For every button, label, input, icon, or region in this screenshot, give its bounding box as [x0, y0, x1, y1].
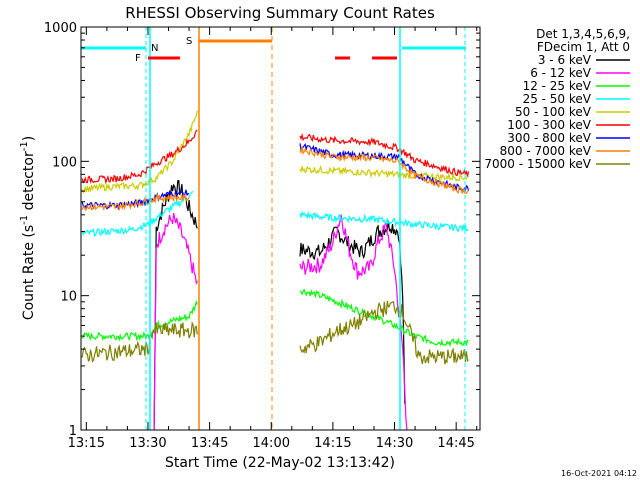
legend-label-6-12-kev: 6 - 12 keV — [530, 66, 592, 80]
y-tick-label: 100 — [52, 155, 77, 170]
legend-header-decim: FDecim 1, Att 0 — [537, 40, 630, 54]
y-axis-label: Count Rate (s-1 detector-1) — [19, 136, 37, 320]
chart-title: RHESSI Observing Summary Count Rates — [125, 4, 435, 22]
legend-header-detectors: Det 1,3,4,5,6,9, — [536, 27, 630, 41]
x-tick-label: 14:30 — [376, 436, 413, 451]
series-6-12-kev-segment-2 — [299, 214, 408, 431]
x-tick-label: 14:45 — [437, 436, 474, 451]
series-6-12-kev-segment-1 — [153, 212, 198, 431]
plot-frame — [80, 26, 481, 431]
series-100-300-kev-segment-1 — [81, 129, 198, 185]
series-12-25-kev-segment-1 — [81, 299, 198, 342]
legend-label-800-7000-kev: 800 - 7000 keV — [500, 144, 592, 158]
legend-label-7000-15000-kev: 7000 - 15000 keV — [484, 157, 591, 171]
series-800-7000-kev-segment-2 — [299, 146, 469, 194]
legend: Det 1,3,4,5,6,9, FDecim 1, Att 0 3 - 6 k… — [484, 27, 630, 171]
y-label-mid: detector — [21, 151, 37, 215]
y-tick-label: 1000 — [44, 21, 77, 36]
footer-timestamp: 16-Oct-2021 04:12 — [561, 469, 637, 478]
overlay-marks: N S F — [81, 27, 466, 430]
y-label-sup2: -1 — [19, 141, 30, 151]
x-tick-label: 14:15 — [314, 436, 351, 451]
series-7000-15000-kev-segment-2 — [299, 300, 469, 365]
y-label-sup1: -1 — [19, 215, 30, 225]
series-800-7000-kev-segment-1 — [81, 193, 190, 212]
y-tick-label: 10 — [60, 290, 77, 305]
legend-label-25-50-kev: 25 - 50 keV — [523, 92, 592, 106]
series-300-800-kev-segment-2 — [299, 142, 470, 192]
series-25-50-kev-segment-2 — [299, 210, 469, 233]
axes: 13:15 13:30 13:45 14:00 14:15 14:30 14:45 1 10 10… — [44, 21, 480, 451]
x-tick-label: 14:00 — [253, 436, 290, 451]
x-tick-label: 13:30 — [129, 436, 166, 451]
series-12-25-kev-segment-2 — [299, 288, 469, 348]
flag-flare-label: F — [135, 53, 141, 64]
flag-night-label: N — [151, 43, 158, 54]
series-7000-15000-kev-segment-1 — [81, 321, 198, 363]
x-tick-label: 13:15 — [68, 436, 105, 451]
x-tick-label: 13:45 — [191, 436, 228, 451]
legend-label-3-6-kev: 3 - 6 keV — [538, 53, 592, 67]
series-100-300-kev-segment-2 — [299, 132, 470, 177]
y-label-end: ) — [21, 136, 37, 141]
y-tick-label: 1 — [69, 424, 77, 439]
legend-label-12-25-kev: 12 - 25 keV — [523, 79, 592, 93]
legend-label-300-800-kev: 300 - 800 keV — [507, 131, 591, 145]
y-label-main: Count Rate (s — [21, 225, 37, 320]
legend-label-50-100-kev: 50 - 100 keV — [515, 105, 592, 119]
series-25-50-kev-segment-1 — [81, 190, 194, 237]
plot-lines — [81, 110, 470, 431]
x-axis-label: Start Time (22-May-02 13:13:42) — [165, 455, 395, 471]
series-300-800-kev-segment-1 — [81, 189, 190, 211]
series-50-100-kev-segment-2 — [299, 164, 469, 183]
flag-saa-label: S — [186, 36, 192, 47]
series-50-100-kev-segment-1 — [81, 110, 198, 195]
legend-label-100-300-kev: 100 - 300 keV — [507, 118, 591, 132]
